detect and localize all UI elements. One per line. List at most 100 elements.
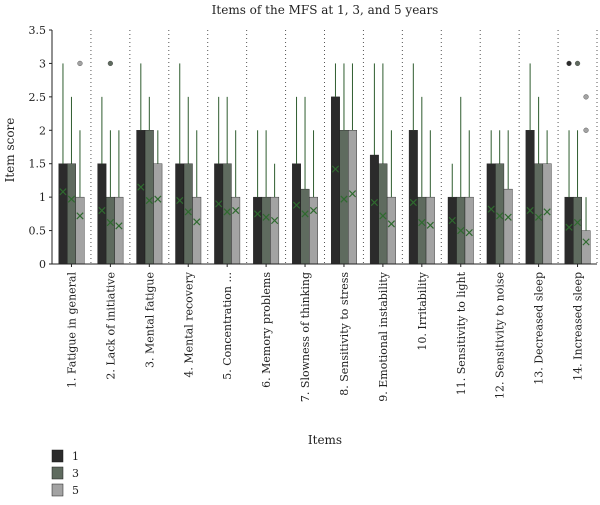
y-axis-title: Item score bbox=[3, 118, 17, 183]
mean-marker-1-7 bbox=[292, 201, 301, 209]
mean-marker-1-3 bbox=[137, 183, 145, 191]
mean-marker-3-3 bbox=[145, 196, 153, 205]
x-tick-label: 3. Mental fatigue bbox=[143, 272, 156, 368]
mean-marker-stroke bbox=[309, 206, 318, 215]
mean-marker-stroke bbox=[379, 212, 387, 220]
mean-marker-5-3 bbox=[154, 195, 162, 203]
x-tick-label: 12. Sensitivity to noise bbox=[494, 272, 507, 399]
mean-marker-1-11 bbox=[448, 216, 456, 225]
bar-3-1 bbox=[67, 163, 76, 265]
x-axis-title: Items bbox=[308, 433, 342, 447]
mean-marker-stroke bbox=[487, 205, 495, 213]
mean-marker-5-12 bbox=[504, 213, 512, 221]
mean-marker-3-7 bbox=[301, 210, 309, 218]
mean-marker-stroke bbox=[496, 212, 504, 220]
mean-marker-1-2 bbox=[98, 206, 106, 215]
bar-5-1 bbox=[75, 196, 85, 265]
bar-5-2 bbox=[114, 196, 124, 265]
mean-marker-1-9 bbox=[370, 198, 379, 207]
mean-marker-stroke bbox=[448, 216, 456, 225]
x-tick-label: 8. Sensitivity to stress bbox=[338, 272, 351, 396]
mean-marker-5-10 bbox=[426, 221, 434, 229]
mean-marker-stroke bbox=[176, 196, 184, 205]
outlier-3-14 bbox=[574, 60, 581, 67]
mean-marker-1-12 bbox=[487, 205, 495, 213]
bars-layer bbox=[58, 60, 591, 265]
mean-marker-5-9 bbox=[387, 220, 396, 228]
mean-marker-stroke bbox=[115, 222, 123, 230]
x-tick-label: 13. Decreased sleep bbox=[533, 272, 546, 385]
mean-marker-1-1 bbox=[59, 188, 67, 196]
mean-marker-stroke bbox=[67, 195, 76, 203]
bar-1-6 bbox=[253, 196, 263, 265]
mean-marker-stroke bbox=[270, 216, 279, 225]
bar-1-7 bbox=[292, 163, 301, 265]
bar-1-8 bbox=[331, 96, 340, 265]
mean-marker-stroke bbox=[582, 238, 590, 246]
mean-marker-3-12 bbox=[496, 212, 504, 220]
mean-marker-stroke bbox=[573, 218, 582, 227]
y-tick-label: 1.5 bbox=[29, 158, 47, 171]
bar-3-8 bbox=[339, 130, 349, 265]
legend-swatch bbox=[51, 466, 64, 480]
mean-marker-3-4 bbox=[184, 208, 192, 216]
mean-marker-stroke bbox=[370, 198, 379, 207]
outlier-5-14 bbox=[583, 127, 589, 133]
x-tick-label: 7. Slowness of thinking bbox=[299, 272, 312, 402]
mean-marker-stroke bbox=[98, 206, 106, 215]
bar-1-12 bbox=[486, 163, 496, 265]
bar-1-10 bbox=[408, 130, 418, 265]
bar-3-4 bbox=[183, 163, 193, 265]
mean-marker-3-10 bbox=[418, 218, 426, 227]
mean-marker-5-5 bbox=[232, 206, 240, 215]
bar-1-3 bbox=[136, 130, 146, 265]
bar-1-5 bbox=[214, 163, 224, 265]
y-tick-label: 0 bbox=[39, 258, 46, 271]
x-tick-label: 2. Lack of initiative bbox=[104, 272, 117, 380]
mean-marker-5-11 bbox=[465, 228, 473, 237]
mean-marker-3-8 bbox=[340, 195, 348, 203]
x-tick-label: 9. Emotional instability bbox=[377, 271, 390, 402]
mean-marker-stroke bbox=[292, 201, 301, 209]
mean-marker-stroke bbox=[253, 210, 262, 218]
y-tick-label: 3.5 bbox=[29, 24, 47, 37]
mean-marker-stroke bbox=[543, 208, 551, 216]
legend-item-3: 3 bbox=[51, 466, 79, 480]
mean-marker-1-4 bbox=[176, 196, 184, 205]
bar-5-9 bbox=[386, 196, 396, 265]
mean-marker-5-7 bbox=[309, 206, 318, 215]
mean-marker-stroke bbox=[565, 223, 573, 231]
mean-marker-stroke bbox=[504, 213, 512, 221]
x-tick-label: 14. Increased sleep bbox=[572, 272, 585, 381]
mean-marker-stroke bbox=[534, 213, 543, 221]
bar-1-4 bbox=[175, 163, 185, 265]
mean-marker-1-13 bbox=[526, 206, 534, 215]
mean-marker-stroke bbox=[232, 206, 240, 215]
mean-marker-stroke bbox=[193, 218, 201, 226]
mean-marker-1-14 bbox=[565, 223, 573, 231]
legend: 1 3 5 bbox=[51, 449, 79, 497]
legend-item-1: 1 bbox=[51, 449, 79, 463]
mean-marker-3-6 bbox=[262, 213, 270, 221]
x-tick-label: 5. Concentration ... bbox=[221, 272, 234, 380]
mean-marker-stroke bbox=[387, 220, 396, 228]
mean-marker-stroke bbox=[223, 208, 231, 216]
mean-marker-5-14 bbox=[582, 238, 590, 246]
mean-marker-stroke bbox=[457, 226, 465, 235]
x-tick-label: 4. Mental recovery bbox=[182, 271, 195, 377]
mean-marker-stroke bbox=[409, 198, 417, 207]
bar-5-10 bbox=[425, 196, 435, 265]
mean-marker-stroke bbox=[418, 218, 426, 227]
outlier-5-1 bbox=[77, 60, 83, 67]
mean-marker-5-8 bbox=[348, 190, 357, 198]
x-tick-label: 11. Sensitivity to light bbox=[455, 271, 468, 395]
outlier-3-2 bbox=[107, 60, 113, 67]
y-tick-label: 2 bbox=[39, 124, 46, 137]
legend-swatch bbox=[51, 449, 64, 463]
mean-marker-stroke bbox=[76, 212, 84, 220]
bar-3-2 bbox=[105, 196, 115, 265]
bar-3-12 bbox=[495, 163, 505, 265]
legend-label: 1 bbox=[72, 450, 79, 463]
legend-label: 5 bbox=[72, 484, 79, 497]
mean-marker-5-2 bbox=[115, 222, 123, 230]
